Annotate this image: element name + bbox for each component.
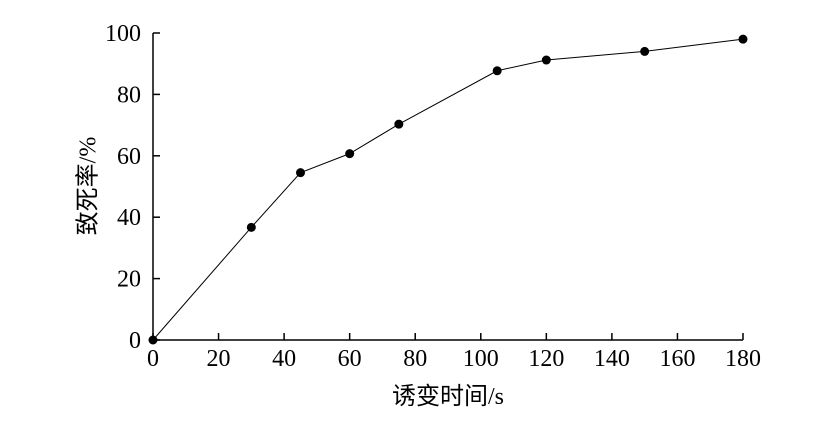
x-axis-label: 诱变时间/s: [392, 383, 504, 410]
data-point: [148, 335, 158, 345]
x-tick-label: 100: [463, 346, 499, 372]
data-point: [296, 168, 305, 178]
x-tick-label: 120: [528, 346, 564, 372]
y-tick-label: 60: [117, 144, 141, 170]
x-tick-label: 80: [403, 346, 427, 372]
y-tick-label: 80: [117, 82, 141, 108]
series-line: [152, 38, 744, 341]
x-tick-label: 40: [272, 346, 296, 372]
x-tick-label: 60: [338, 346, 362, 372]
data-point: [492, 66, 502, 76]
y-tick-label: 20: [117, 267, 141, 293]
y-tick-label: 0: [129, 328, 141, 354]
x-tick-label: 20: [207, 346, 231, 372]
x-tick-label: 180: [725, 346, 761, 372]
y-tick-label: 100: [105, 21, 141, 47]
data-point: [394, 119, 404, 129]
y-tick-label: 40: [117, 205, 141, 231]
x-tick-label: 140: [594, 346, 630, 372]
data-point: [640, 46, 650, 56]
data-point: [345, 149, 355, 159]
data-point: [738, 34, 748, 44]
x-tick-label: 0: [147, 346, 159, 372]
data-point: [541, 55, 551, 65]
x-tick-label: 160: [659, 346, 695, 372]
y-axis-label: 致死率/%: [75, 137, 102, 236]
data-point: [246, 222, 256, 232]
